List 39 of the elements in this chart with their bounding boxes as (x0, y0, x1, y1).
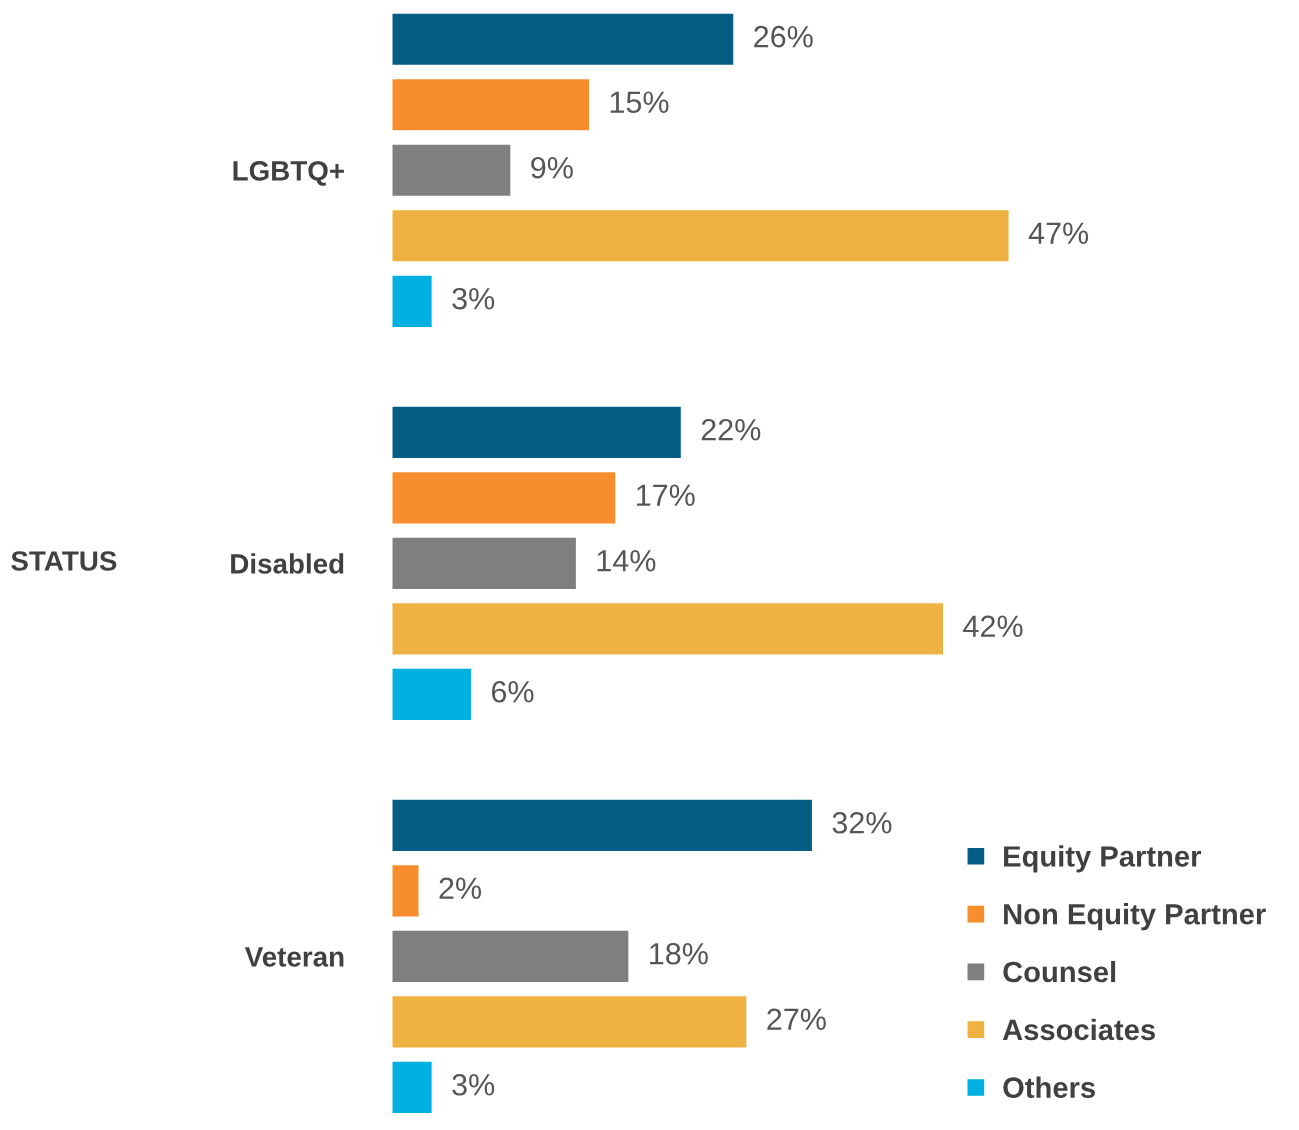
text: STATUS (11, 551, 117, 571)
bar (392, 865, 419, 917)
data-label: 27% (767, 1008, 826, 1030)
data-label: 3% (452, 1073, 495, 1096)
data-label: 26% (754, 25, 813, 48)
bar (392, 537, 576, 589)
data-label: 17% (636, 484, 695, 506)
bar (392, 472, 616, 524)
legend-label: Others (1003, 1076, 1095, 1098)
bar (392, 799, 812, 851)
legend-label: Non Equity Partner (1004, 903, 1266, 931)
data-label: 9% (531, 156, 573, 179)
data-label: 2% (439, 877, 482, 899)
data-label: 42% (963, 615, 1023, 637)
legend-label: Equity Partner (1004, 845, 1202, 873)
bar (392, 603, 944, 655)
bar (392, 406, 681, 458)
y-tick-label: Veteran (244, 947, 344, 967)
data-label: 14% (597, 550, 656, 572)
bar (392, 275, 432, 327)
bar (392, 144, 511, 196)
data-label: 32% (832, 811, 892, 834)
bar (392, 996, 747, 1048)
data-label: 6% (491, 680, 534, 703)
data-label: 22% (701, 418, 761, 441)
data-label: 15% (610, 91, 669, 114)
data-label: 18% (650, 942, 708, 965)
bar (392, 13, 734, 65)
legend-label: Counsel (1003, 960, 1116, 983)
bar (392, 668, 471, 720)
data-label: 47% (1028, 222, 1089, 244)
legend-label: Associates (1002, 1018, 1155, 1041)
y-tick-label: LGBTQ+ (233, 160, 344, 186)
bar (392, 1061, 432, 1113)
y-tick-label: Disabled (231, 553, 344, 574)
bar (392, 210, 1009, 262)
data-label: 3% (452, 287, 495, 310)
bar (392, 930, 629, 982)
bar (392, 79, 589, 131)
